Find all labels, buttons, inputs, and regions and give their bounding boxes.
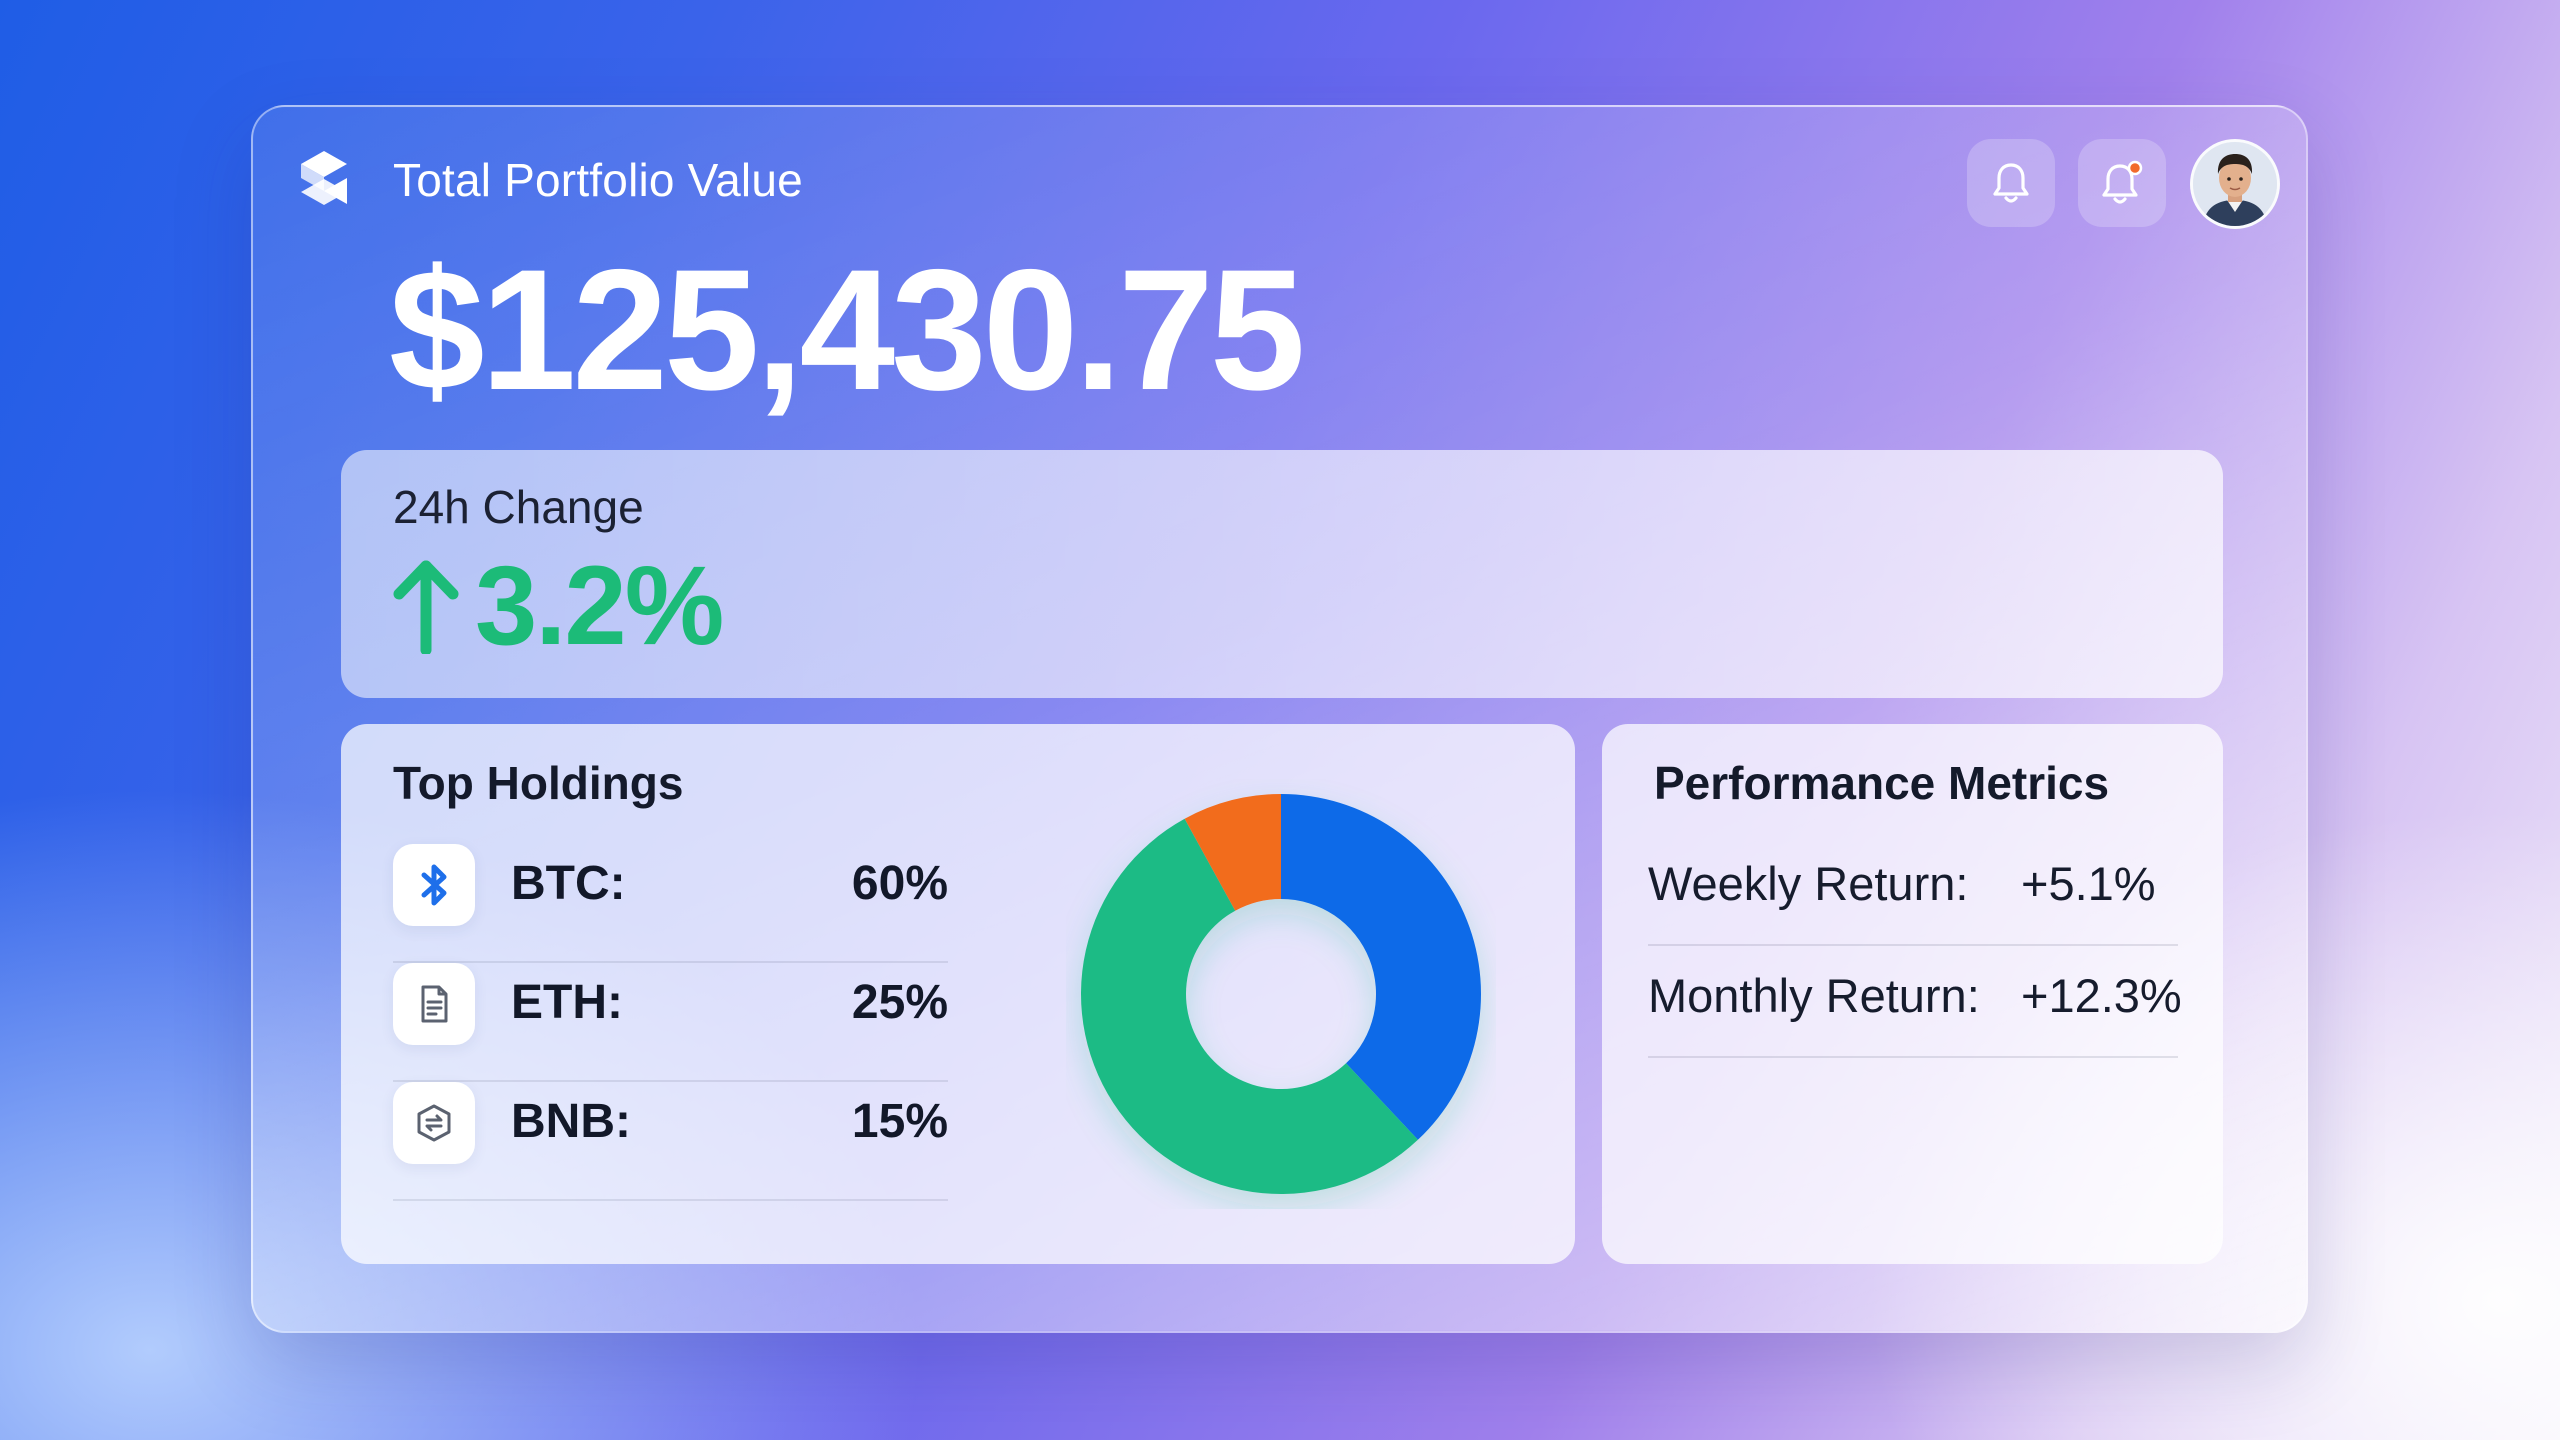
bell-notification-icon <box>2102 160 2143 204</box>
coin-name: ETH: <box>511 976 623 1029</box>
btc-badge <box>393 844 475 926</box>
metric-value: +12.3% <box>2021 969 2182 1022</box>
holding-row-btc[interactable]: BTC: 60% <box>393 844 948 963</box>
holding-row-bnb[interactable]: BNB: 15% <box>393 1082 948 1201</box>
donut-slice-0 <box>1281 794 1481 1140</box>
change-panel: 24h Change 3.2% <box>341 450 2223 698</box>
alerts-button[interactable] <box>2078 139 2166 227</box>
metric-label: Monthly Return: <box>1648 969 1980 1022</box>
holdings-list: BTC: 60% ETH: 25% <box>393 844 948 1201</box>
user-avatar[interactable] <box>2190 139 2280 229</box>
change-percent: 3.2% <box>475 543 724 668</box>
change-value: 3.2% <box>391 543 724 668</box>
coin-percent: 15% <box>851 1095 948 1148</box>
total-value: $125,430.75 <box>389 234 1305 426</box>
bnb-badge <box>393 1082 475 1164</box>
allocation-donut-chart <box>1066 779 1496 1209</box>
page-title: Total Portfolio Value <box>393 154 803 206</box>
change-label: 24h Change <box>393 481 644 533</box>
coin-percent: 60% <box>851 857 948 910</box>
notifications-button[interactable] <box>1967 139 2055 227</box>
coin-percent: 25% <box>851 976 948 1029</box>
metrics-panel: Performance Metrics Weekly Return: +5.1%… <box>1602 724 2223 1264</box>
notification-dot <box>2127 160 2143 176</box>
donut-slice-1 <box>1081 818 1418 1194</box>
bell-icon <box>1993 163 2029 203</box>
s-logo-icon <box>293 147 355 209</box>
bluetooth-icon <box>421 864 447 906</box>
coin-name: BNB: <box>511 1095 631 1148</box>
document-icon <box>421 985 448 1023</box>
metric-label: Weekly Return: <box>1648 857 1969 910</box>
eth-badge <box>393 963 475 1045</box>
portfolio-card: Total Portfolio Value $125,430.75 24h <box>251 105 2308 1333</box>
exchange-icon <box>417 1104 451 1142</box>
holdings-panel: Top Holdings BTC: 60% <box>341 724 1575 1264</box>
arrow-up-icon <box>393 560 459 654</box>
coin-name: BTC: <box>511 857 626 910</box>
metric-row-weekly: Weekly Return: +5.1% <box>1648 834 2178 946</box>
holdings-title: Top Holdings <box>393 757 684 809</box>
holding-row-eth[interactable]: ETH: 25% <box>393 963 948 1082</box>
metric-row-monthly: Monthly Return: +12.3% <box>1648 946 2182 1058</box>
donut-slice-2 <box>1184 794 1281 911</box>
metric-value: +5.1% <box>2021 857 2156 910</box>
metrics-title: Performance Metrics <box>1654 757 2110 809</box>
